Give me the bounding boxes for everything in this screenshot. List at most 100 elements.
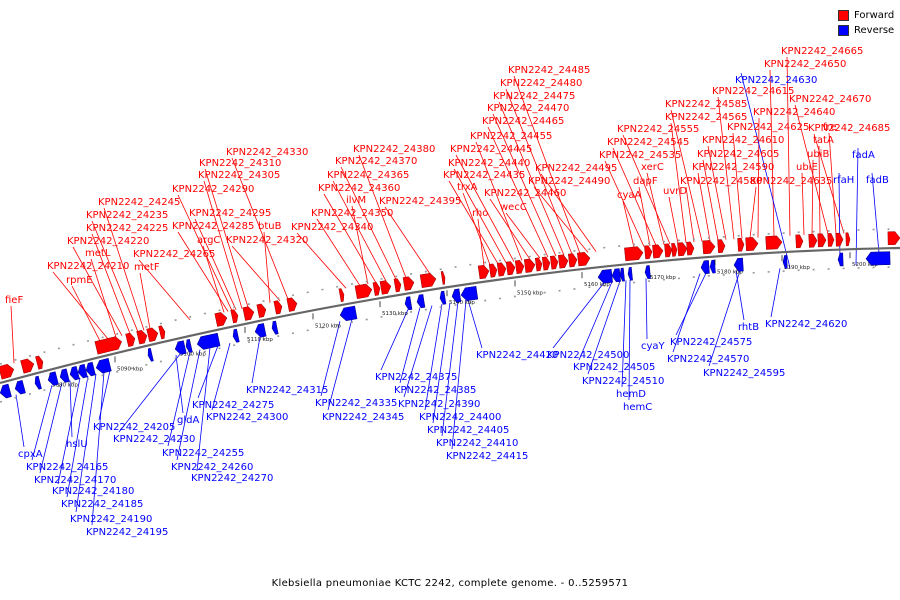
reverse-label-line [708, 270, 741, 367]
forward-gene-arrow [671, 242, 678, 257]
reverse-label-line [621, 280, 627, 388]
forward-label-line [786, 56, 791, 236]
reverse-gene-arrow [597, 269, 613, 284]
forward-label-line [697, 172, 711, 241]
reverse-gene-label: hemC [623, 402, 652, 413]
reverse-gene-label: KPN2242_24190 [70, 514, 152, 525]
forward-gene-label: KPN2242_24225 [86, 223, 168, 234]
reverse-label-line [75, 373, 97, 513]
reverse-gene-label: rhtB [738, 322, 759, 333]
forward-gene-arrow [125, 332, 136, 348]
forward-label-line [358, 154, 407, 278]
reverse-gene-arrow [627, 266, 633, 281]
forward-gene-label: argC [197, 235, 220, 246]
reverse-label-line [66, 375, 89, 498]
reverse-gene-arrow [59, 368, 70, 383]
reverse-gene-label: KPN2242_24415 [446, 451, 528, 462]
forward-gene-label: KPN2242_24665 [781, 46, 863, 57]
forward-label-line [749, 186, 757, 239]
forward-label-line [204, 168, 249, 308]
forward-gene-arrow [158, 325, 166, 340]
forward-label-line [194, 218, 237, 310]
forward-label-line [10, 305, 15, 364]
reverse-gene-label: KPN2242_24390 [398, 399, 480, 410]
reverse-gene-label: rfaH [833, 175, 854, 186]
reverse-swatch [838, 24, 849, 36]
forward-label-line [91, 233, 131, 334]
forward-gene-label: KPN2242_24615 [712, 86, 794, 97]
forward-gene-label: KPN2242_24395 [379, 196, 461, 207]
tick-label: 5140 kbp [449, 300, 475, 306]
reverse-label-line [211, 342, 231, 411]
reverse-gene-label: KPN2242_24170 [34, 475, 116, 486]
forward-label-line [498, 101, 565, 256]
forward-gene-arrow [702, 240, 716, 255]
reverse-gene-label: cpxA [18, 449, 43, 460]
forward-label-line [811, 159, 814, 235]
forward-gene-arrow [677, 242, 688, 257]
forward-gene-label: KPN2242_24370 [335, 156, 417, 167]
forward-gene-arrow [845, 232, 851, 247]
forward-label-line [612, 147, 657, 246]
reverse-gene-label: KPN2242_24195 [86, 527, 168, 538]
reverse-gene-arrow [196, 332, 221, 350]
forward-label-line [670, 109, 703, 242]
forward-label-line [540, 173, 597, 252]
reverse-label-line [399, 307, 421, 384]
forward-gene-arrow [0, 364, 15, 380]
reverse-gene-label: KPN2242_24420 [476, 350, 558, 361]
forward-gene-arrow [136, 330, 148, 345]
reverse-gene-arrow [147, 347, 154, 362]
reverse-gene-label: KPN2242_24505 [573, 362, 655, 373]
forward-gene-arrow [488, 263, 498, 278]
tick-label: 5130 kbp [382, 311, 408, 317]
reverse-gene-label: hslU [66, 439, 88, 450]
reverse-gene-label: KPN2242_24375 [375, 372, 457, 383]
reverse-gene-label: fadA [852, 150, 875, 161]
reverse-gene-label: hemD [616, 389, 646, 400]
reverse-gene-label: KPN2242_24595 [703, 368, 785, 379]
forward-gene-label: ilvM [346, 195, 366, 206]
forward-gene-arrow [440, 271, 446, 285]
legend-forward-label: Forward [854, 9, 895, 21]
reverse-gene-arrow [174, 340, 187, 355]
forward-label-line [757, 117, 760, 238]
forward-gene-arrow [242, 306, 255, 321]
reverse-label-line [675, 272, 707, 336]
forward-label-line [769, 69, 775, 237]
reverse-gene-label: KPN2242_24165 [26, 462, 108, 473]
forward-label-line [702, 159, 719, 241]
reverse-gene-label: KPN2242_24185 [61, 499, 143, 510]
tick-label: 5170 kbp [650, 275, 676, 281]
forward-gene-arrow [541, 256, 551, 271]
forward-gene-arrow [795, 234, 804, 249]
reverse-label-line [578, 281, 613, 361]
forward-label-line [638, 186, 651, 247]
forward-gene-label: fre [823, 122, 837, 133]
forward-gene-label: KPN2242_24440 [448, 158, 530, 169]
gene-arrows [0, 231, 900, 399]
forward-label-line [505, 88, 573, 255]
reverse-gene-label: KPN2242_24500 [547, 350, 629, 361]
reverse-label-line [15, 394, 25, 448]
forward-gene-arrow [827, 233, 835, 247]
reverse-label-line [98, 370, 111, 421]
legend-forward: Forward [838, 8, 894, 22]
forward-gene-arrow [230, 309, 239, 324]
forward-label-line [72, 246, 123, 336]
forward-gene-label: KPN2242_24685 [808, 123, 890, 134]
forward-label-line [513, 75, 581, 254]
reverse-label-line [424, 303, 443, 411]
reverse-gene-label: KPN2242_24335 [315, 398, 397, 409]
reverse-gene-label: KPN2242_24620 [765, 319, 847, 330]
reverse-gene-label: KPN2242_24300 [206, 412, 288, 423]
forward-gene-arrow [35, 355, 44, 370]
reverse-gene-label: fadB [866, 175, 889, 186]
forward-gene-label: KPN2242_24285 [172, 221, 254, 232]
forward-label-line [492, 113, 557, 257]
tick-label: 5080 kbp [52, 383, 78, 389]
reverse-gene-arrow [611, 268, 621, 283]
forward-label-line [203, 180, 243, 309]
legend: Forward Reverse [838, 8, 894, 38]
